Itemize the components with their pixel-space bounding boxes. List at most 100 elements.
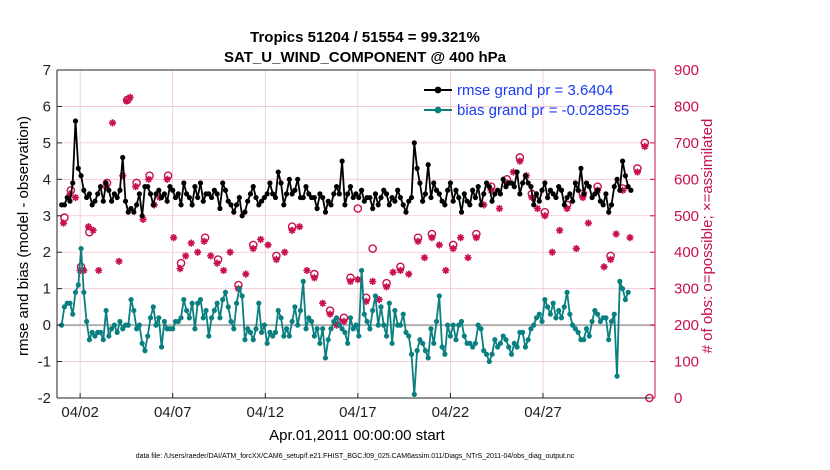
rmse-point <box>181 180 187 186</box>
y-tick-label: 6 <box>43 98 51 115</box>
bias-point <box>242 337 248 343</box>
plot-area <box>57 70 655 398</box>
rmse-point <box>106 187 112 193</box>
obs-possible-point <box>76 262 86 272</box>
obs-assimilated-point <box>139 215 147 224</box>
obs-possible-point <box>213 255 223 264</box>
rmse-point <box>395 187 401 193</box>
rmse-point <box>578 165 584 171</box>
rmse-point <box>153 191 159 197</box>
bias-point <box>539 318 545 325</box>
rmse-point <box>620 158 626 164</box>
obs-assimilated-point <box>220 266 228 275</box>
bias-point <box>439 344 445 350</box>
rmse-point <box>353 191 359 197</box>
bias-point <box>545 304 551 310</box>
bias-point <box>608 318 615 325</box>
bias-point <box>572 326 578 332</box>
rmse-point <box>625 184 631 190</box>
bias-point <box>614 373 620 379</box>
obs-assimilated-point <box>170 234 178 242</box>
rmse-point <box>367 194 373 201</box>
rmse-point <box>253 194 259 201</box>
bias-point <box>256 300 262 306</box>
obs-possible-point <box>515 153 525 162</box>
y2-tick-label: 800 <box>674 98 699 115</box>
rmse-point <box>603 191 609 197</box>
rmse-point <box>478 202 484 208</box>
rmse-point <box>281 202 287 208</box>
bias-point <box>547 311 553 317</box>
obs-assimilated-point <box>187 239 195 247</box>
rmse-point <box>550 191 556 197</box>
rmse-point <box>628 187 634 193</box>
rmse-point <box>164 198 170 204</box>
bias-point <box>103 307 109 314</box>
rmse-point <box>517 191 523 197</box>
rmse-point <box>531 202 537 208</box>
rmse-point <box>464 198 470 204</box>
bias-point <box>417 337 423 343</box>
rmse-point <box>328 202 334 208</box>
bias-point <box>322 355 329 361</box>
bias-point <box>295 322 301 328</box>
obs-possible-point <box>123 95 132 105</box>
rmse-point <box>206 191 212 197</box>
rmse-point <box>159 194 165 201</box>
rmse-point <box>522 173 529 179</box>
rmse-point <box>528 184 534 190</box>
rmse-point <box>111 191 117 197</box>
bias-point <box>297 307 304 314</box>
bias-point <box>345 340 351 346</box>
rmse-point <box>242 209 248 215</box>
bias-point <box>428 326 434 332</box>
rmse-point <box>239 213 245 219</box>
obs-assimilated-point <box>264 241 272 249</box>
obs-assimilated-point <box>375 296 383 304</box>
bias-point <box>231 326 237 332</box>
rmse-point <box>136 191 142 197</box>
rmse-point <box>317 191 323 197</box>
bias-point <box>289 318 295 325</box>
rmse-point <box>381 187 387 193</box>
rmse-point <box>231 209 237 215</box>
rmse-point <box>561 202 567 208</box>
obs-possible-point <box>248 240 258 250</box>
rmse-point <box>403 209 409 215</box>
obs-assimilated-point <box>242 270 250 278</box>
rmse-point <box>545 194 551 201</box>
bias-point <box>228 318 234 325</box>
rmse-point <box>197 180 204 186</box>
bias-point <box>339 326 345 332</box>
bias-point <box>183 307 190 314</box>
bias-point <box>378 304 384 310</box>
bias-point <box>117 318 123 325</box>
bias-point <box>445 322 451 328</box>
obs-assimilated-point <box>600 263 608 271</box>
bias-point <box>367 326 373 332</box>
rmse-point <box>167 184 173 190</box>
rmse-point <box>500 176 506 182</box>
obs-assimilated-point <box>612 230 620 238</box>
obs-possible-point <box>472 229 481 239</box>
rmse-point <box>442 202 448 208</box>
y2-tick-label: 200 <box>674 317 699 334</box>
bias-point <box>567 311 573 317</box>
rmse-point <box>458 209 465 215</box>
rmse-point <box>122 198 129 204</box>
rmse-point <box>408 194 415 201</box>
rmse-point <box>417 180 423 186</box>
rmse-point <box>339 158 345 164</box>
bias-point <box>134 326 140 332</box>
rmse-point <box>489 198 495 204</box>
obs-assimilated-point <box>619 186 627 194</box>
bias-point <box>261 322 267 328</box>
rmse-point <box>422 191 429 197</box>
bias-point <box>292 304 298 310</box>
rmse-point <box>272 194 279 201</box>
rmse-point <box>622 173 628 179</box>
bias-point <box>622 297 628 303</box>
bias-point <box>472 340 479 346</box>
obs-assimilated-point <box>495 204 504 213</box>
y2-tick-label: 300 <box>674 281 699 298</box>
